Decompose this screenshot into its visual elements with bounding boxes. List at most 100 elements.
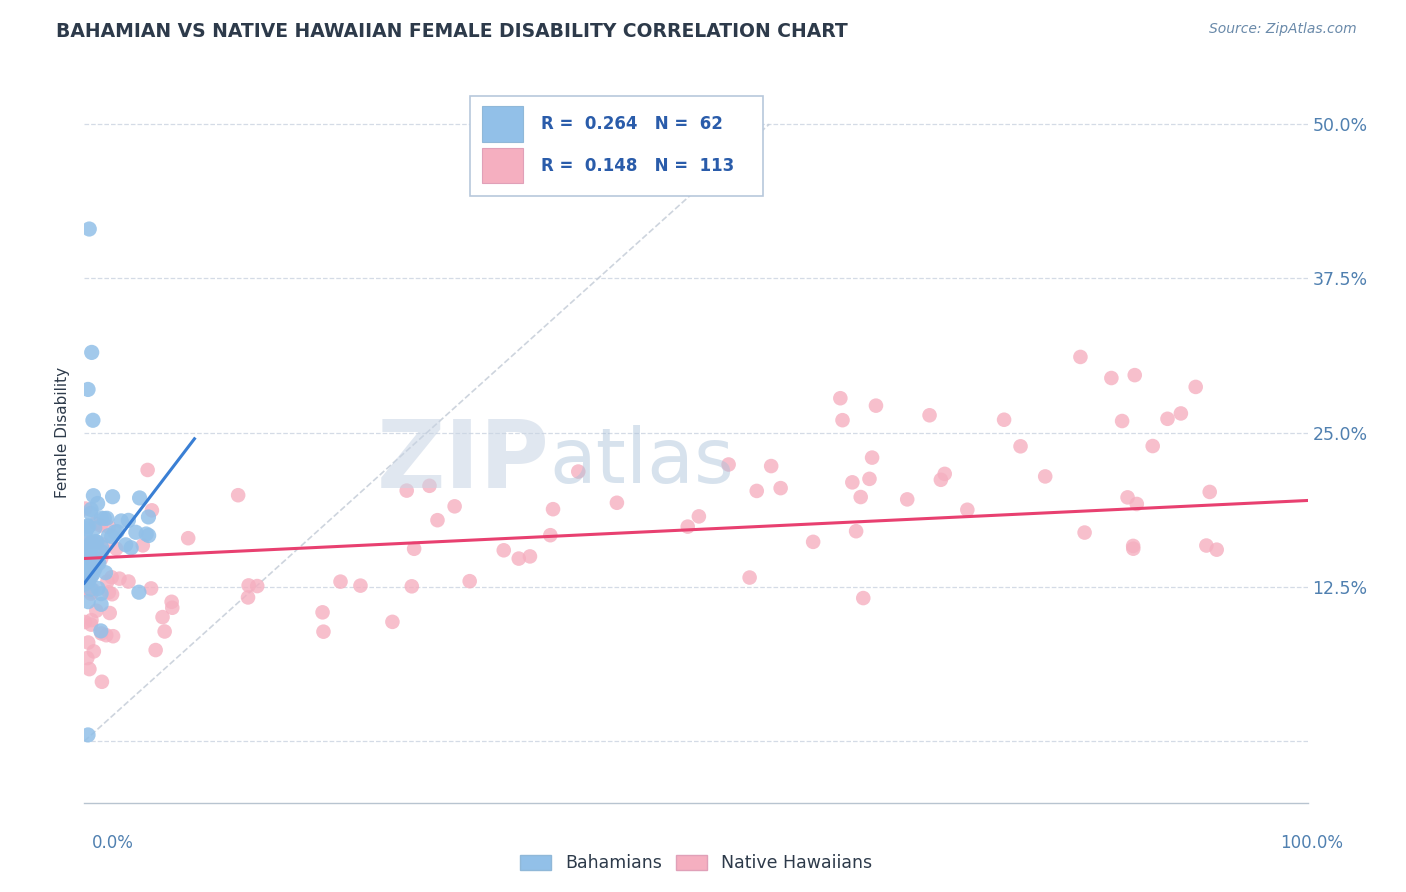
Point [929,473,952,487]
Point [865,399,887,413]
Point [80,569,103,583]
Point [75,548,97,562]
Text: atlas: atlas [550,425,734,500]
Point [845,524,868,539]
Point [87,556,110,570]
Point [101,587,124,601]
Point [82,413,104,427]
Point [90,587,112,601]
Point [73,577,96,591]
Point [75,556,97,570]
Point [1099,371,1122,385]
Point [76,522,98,536]
Point [86,496,108,510]
Point [238,578,260,592]
Text: BAHAMIAN VS NATIVE HAWAIIAN FEMALE DISABILITY CORRELATION CHART: BAHAMIAN VS NATIVE HAWAIIAN FEMALE DISAB… [56,22,848,41]
Point [1184,380,1206,394]
Point [76,558,98,573]
Point [138,528,160,542]
Point [80,535,103,549]
Point [101,629,124,643]
Point [135,527,157,541]
Point [82,582,104,597]
Point [1069,350,1091,364]
Point [77,555,100,569]
Point [77,383,100,397]
Point [831,413,853,427]
Point [84,535,107,549]
Point [82,557,104,571]
Point [311,605,333,619]
Point [1073,525,1095,540]
Point [73,567,96,582]
Point [138,510,160,524]
Point [329,574,352,589]
Point [160,595,183,609]
Point [77,595,100,609]
Point [1156,412,1178,426]
Point [139,582,162,596]
Point [896,492,918,507]
Point [120,541,142,555]
Point [97,585,120,599]
Point [98,606,121,620]
Point [108,572,131,586]
Text: Source: ZipAtlas.com: Source: ZipAtlas.com [1209,22,1357,37]
Point [79,570,101,584]
Point [83,560,105,574]
Point [458,574,481,589]
Point [97,520,120,534]
Point [79,662,101,676]
Point [606,496,628,510]
Point [77,582,100,596]
Point [96,628,118,642]
Point [76,519,98,533]
Point [79,546,101,560]
Point [738,570,761,584]
Point [1111,414,1133,428]
Point [76,562,98,576]
Point [90,626,112,640]
Point [141,503,163,517]
Point [87,555,110,569]
Point [75,501,97,516]
Point [83,644,105,658]
Point [858,472,880,486]
Point [104,525,127,540]
Point [105,524,128,539]
Point [80,617,103,632]
Point [567,465,589,479]
Point [80,613,103,627]
Point [152,610,174,624]
Point [801,534,824,549]
Point [76,651,98,665]
Point [830,391,852,405]
Point [236,591,259,605]
Point [79,507,101,521]
Point [312,624,335,639]
Point [852,591,875,605]
Point [87,582,110,596]
Point [86,535,108,549]
Point [90,551,112,566]
Point [101,490,124,504]
Point [90,624,112,638]
Point [84,516,107,531]
Text: R =  0.264   N =  62: R = 0.264 N = 62 [541,115,723,133]
Point [75,566,97,581]
Point [97,528,120,542]
Point [125,525,148,540]
Point [162,600,184,615]
Point [75,536,97,550]
Point [82,489,104,503]
Point [1195,539,1218,553]
Point [90,540,112,554]
Point [1123,368,1146,383]
Point [769,481,792,495]
Point [492,543,515,558]
Point [80,345,103,359]
Point [956,502,979,516]
Point [84,561,107,575]
Point [418,479,440,493]
Point [82,561,104,575]
